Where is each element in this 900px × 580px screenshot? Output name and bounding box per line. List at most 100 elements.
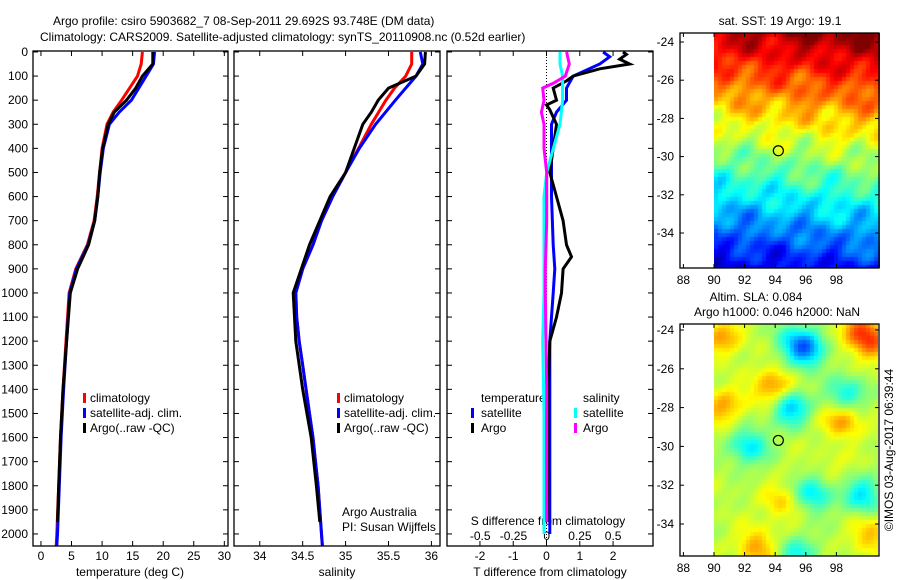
x-tick-label: 15 bbox=[126, 549, 140, 563]
series-line-climatology bbox=[294, 52, 414, 547]
axes-frame bbox=[32, 50, 229, 547]
legend-header-temperature: temperature bbox=[481, 391, 546, 405]
s-tick-label: 0 bbox=[543, 529, 550, 543]
x-tick-label: 1 bbox=[576, 549, 583, 563]
legend-swatch-t-satellite bbox=[471, 408, 474, 418]
depth-tick-label: 900 bbox=[8, 262, 28, 276]
map-lon-tick-label: 88 bbox=[677, 273, 691, 287]
map-lon-tick-label: 90 bbox=[707, 561, 721, 575]
map-lat-tick-label: -32 bbox=[657, 478, 675, 492]
x-tick-label: 2 bbox=[610, 549, 617, 563]
series-line-argo-raw-qc- bbox=[56, 52, 155, 522]
depth-tick-label: 300 bbox=[8, 117, 28, 131]
depth-tick-label: 700 bbox=[8, 214, 28, 228]
map-lon-tick-label: 92 bbox=[738, 273, 752, 287]
temperature-legend: climatology satellite-adj. clim. Argo(..… bbox=[83, 391, 182, 435]
map-lat-tick-label: -28 bbox=[657, 401, 675, 415]
x-tick-label: 34 bbox=[253, 549, 267, 563]
s-tick-label: -0.25 bbox=[500, 529, 528, 543]
map-lat-tick-label: -24 bbox=[657, 35, 675, 49]
sla-heatmap bbox=[714, 324, 878, 556]
map-lon-tick-label: 96 bbox=[799, 561, 813, 575]
depth-tick-label: 1300 bbox=[1, 358, 28, 372]
legend-label: Argo(..raw -QC) bbox=[90, 421, 175, 435]
x-tick-label: 0 bbox=[543, 549, 550, 563]
map-lat-tick-label: -30 bbox=[657, 439, 675, 453]
depth-tick-label: 800 bbox=[8, 238, 28, 252]
map-lon-tick-label: 98 bbox=[830, 273, 844, 287]
map-lat-tick-label: -32 bbox=[657, 188, 675, 202]
x-tick-label: 0 bbox=[38, 549, 45, 563]
legend-swatch-climatology bbox=[337, 393, 340, 403]
legend-swatch-argo bbox=[83, 423, 86, 433]
sst-heatmap bbox=[714, 33, 880, 268]
depth-tick-label: 2000 bbox=[1, 527, 28, 541]
legend-swatch-satellite bbox=[337, 408, 340, 418]
series-line-t-satellite bbox=[548, 50, 613, 534]
legend-label: satellite-adj. clim. bbox=[344, 406, 436, 420]
sst-map-title: sat. SST: 19 Argo: 19.1 bbox=[719, 14, 842, 28]
x-tick-label: -2 bbox=[475, 549, 486, 563]
series-line-satellite-adj-clim- bbox=[294, 51, 425, 547]
map-lon-tick-label: 92 bbox=[738, 561, 752, 575]
argo-location-marker bbox=[772, 434, 784, 447]
sla-map-title: Altim. SLA: 0.084 bbox=[710, 290, 803, 304]
legend-swatch-t-argo bbox=[471, 423, 474, 433]
legend-label: climatology bbox=[90, 391, 150, 405]
legend-swatch-argo bbox=[337, 423, 340, 433]
axes-frame bbox=[446, 50, 654, 547]
legend-swatch-s-satellite bbox=[574, 408, 577, 418]
depth-tick-label: 500 bbox=[8, 165, 28, 179]
temperature-xlabel: temperature (deg C) bbox=[76, 565, 184, 579]
s-tick-label: 0.5 bbox=[605, 529, 622, 543]
map-lat-tick-label: -34 bbox=[657, 226, 675, 240]
title-line-2: Climatology: CARS2009. Satellite-adjuste… bbox=[40, 30, 525, 44]
depth-tick-label: 1500 bbox=[1, 406, 28, 420]
depth-tick-label: 1100 bbox=[2, 310, 28, 324]
legend-label: satellite-adj. clim. bbox=[90, 406, 182, 420]
x-tick-label: 35.5 bbox=[377, 549, 401, 563]
x-tick-label: 10 bbox=[95, 549, 109, 563]
depth-tick-label: 400 bbox=[8, 141, 28, 155]
legend-header-salinity: salinity bbox=[583, 391, 620, 405]
map-lat-tick-label: -28 bbox=[657, 111, 675, 125]
x-tick-label: 36 bbox=[425, 549, 439, 563]
legend-swatch-climatology bbox=[83, 393, 86, 403]
map-lat-tick-label: -34 bbox=[657, 517, 675, 531]
map-lat-tick-label: -30 bbox=[657, 150, 675, 164]
map-frame bbox=[679, 32, 880, 269]
salinity-xlabel: salinity bbox=[319, 565, 356, 579]
series-line-argo-raw-qc- bbox=[291, 51, 427, 523]
depth-tick-label: 1000 bbox=[1, 286, 28, 300]
map-lon-tick-label: 94 bbox=[769, 273, 783, 287]
depth-tick-label: 1700 bbox=[1, 455, 28, 469]
legend-label: climatology bbox=[344, 391, 404, 405]
argo-location-marker bbox=[772, 145, 784, 157]
x-tick-label: 5 bbox=[68, 549, 75, 563]
x-tick-label: 35 bbox=[339, 549, 353, 563]
x-tick-label: 25 bbox=[187, 549, 201, 563]
depth-tick-label: 1200 bbox=[1, 334, 28, 348]
s-tick-label: -0.5 bbox=[470, 529, 491, 543]
x-tick-label: 20 bbox=[157, 549, 171, 563]
map-lon-tick-label: 88 bbox=[677, 561, 691, 575]
x-tick-label: -1 bbox=[508, 549, 519, 563]
legend-label: Argo bbox=[481, 421, 507, 435]
map-frame bbox=[679, 323, 880, 557]
series-line-s-argo bbox=[539, 51, 571, 522]
difference-legend: temperature salinity satellite Argo sate… bbox=[471, 391, 624, 435]
s-tick-label: 0.25 bbox=[568, 529, 592, 543]
copyright-timestamp: ©IMOS 03-Aug-2017 06:39:44 bbox=[882, 369, 896, 532]
pi-annotation: PI: Susan Wijffels bbox=[342, 520, 436, 534]
depth-tick-label: 0 bbox=[21, 45, 28, 59]
depth-tick-label: 1600 bbox=[1, 431, 28, 445]
map-lat-tick-label: -24 bbox=[657, 323, 675, 337]
legend-label: Argo bbox=[583, 421, 609, 435]
map-lon-tick-label: 90 bbox=[707, 273, 721, 287]
map-lon-tick-label: 94 bbox=[769, 561, 783, 575]
legend-label: satellite bbox=[481, 406, 522, 420]
sla-map-subtitle: Argo h1000: 0.046 h2000: NaN bbox=[694, 305, 860, 319]
legend-swatch-satellite bbox=[83, 408, 86, 418]
